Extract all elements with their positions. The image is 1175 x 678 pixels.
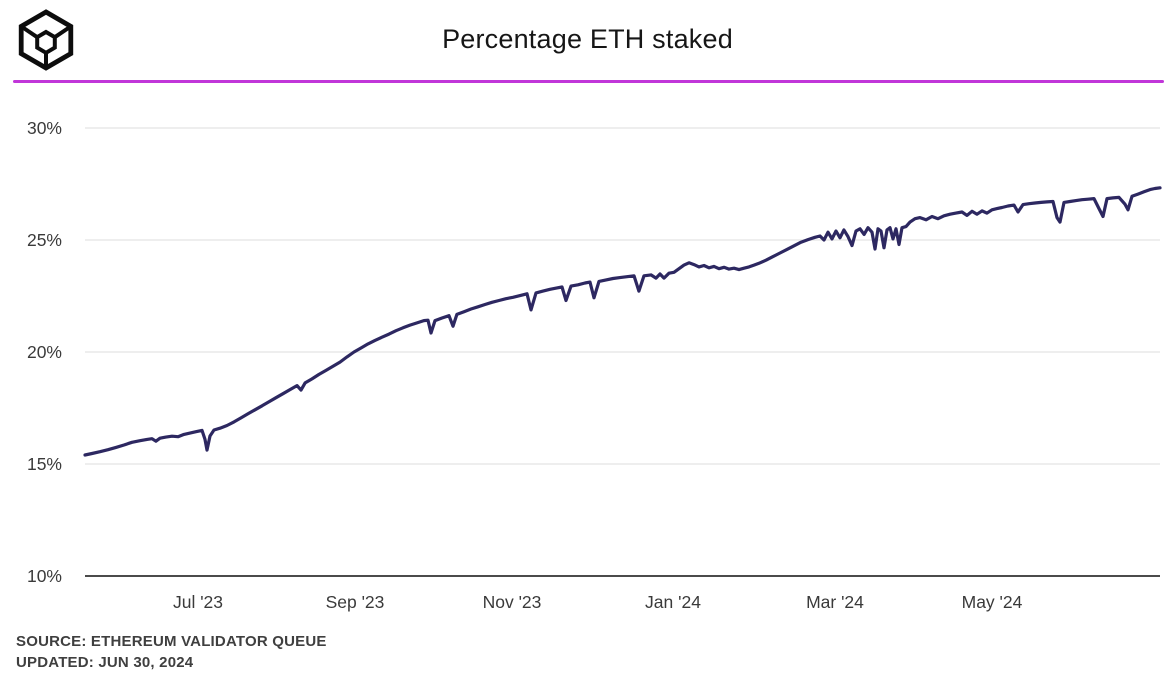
chart-title: Percentage ETH staked [442,24,733,54]
x-axis-labels: Jul '23 Sep '23 Nov '23 Jan '24 Mar '24 … [173,592,1023,612]
y-tick-20: 20% [27,342,62,362]
y-tick-25: 25% [27,230,62,250]
y-tick-30: 30% [27,118,62,138]
y-tick-10: 10% [27,566,62,586]
x-tick-sep23: Sep '23 [326,592,385,612]
source-line: SOURCE: ETHEREUM VALIDATOR QUEUE [16,633,327,650]
y-tick-15: 15% [27,454,62,474]
x-tick-jul23: Jul '23 [173,592,223,612]
updated-line: UPDATED: JUN 30, 2024 [16,654,194,671]
accent-rule [13,80,1164,83]
source-note: SOURCE: ETHEREUM VALIDATOR QUEUE UPDATED… [16,631,327,673]
x-tick-jan24: Jan '24 [645,592,701,612]
x-tick-may24: May '24 [962,592,1023,612]
eth-staked-line [83,186,1162,457]
cube-logo-icon [18,9,74,71]
gridlines [85,127,1160,577]
y-axis-labels: 30% 25% 20% 15% 10% [27,118,62,586]
x-tick-mar24: Mar '24 [806,592,864,612]
x-tick-nov23: Nov '23 [483,592,542,612]
